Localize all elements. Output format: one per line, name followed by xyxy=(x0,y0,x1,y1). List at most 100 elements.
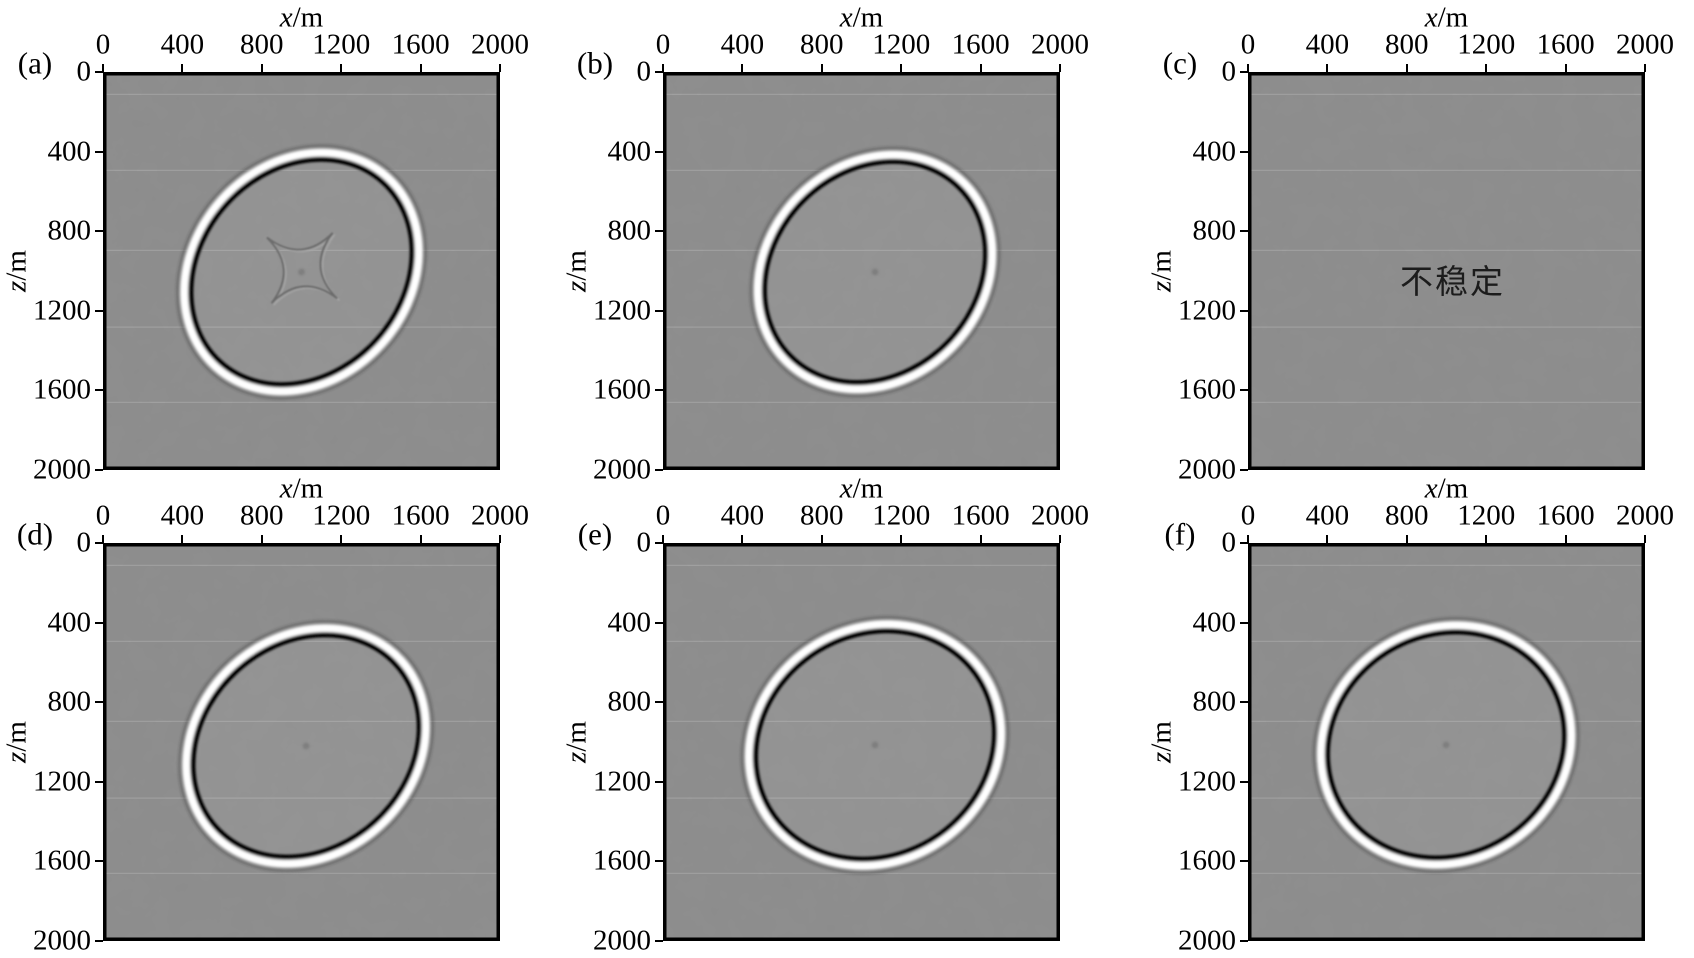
x-tick-mark xyxy=(1564,535,1567,543)
x-tick-mark xyxy=(260,64,263,72)
x-tick-label: 1200 xyxy=(312,499,371,532)
x-tick-label: 800 xyxy=(1385,28,1429,61)
z-tick-mark xyxy=(655,230,663,233)
z-tick-label: 2000 xyxy=(33,924,91,957)
wavefront-outer-halo xyxy=(1312,616,1580,874)
x-tick-label: 400 xyxy=(1305,499,1350,532)
x-tick-label: 400 xyxy=(720,28,765,61)
x-tick-label: 800 xyxy=(1385,499,1429,532)
z-tick-mark xyxy=(95,309,103,312)
x-tick-mark xyxy=(1059,64,1061,72)
x-tick-mark xyxy=(1326,64,1329,72)
z-tick-label: 400 xyxy=(607,135,652,168)
x-tick-label: 1200 xyxy=(872,499,931,532)
z-tick-mark xyxy=(655,780,663,783)
snapshot-plot-f xyxy=(1248,543,1645,941)
z-tick-label: 1200 xyxy=(593,765,651,798)
x-tick-label: 1200 xyxy=(1457,28,1516,61)
x-tick-mark xyxy=(662,535,664,543)
faint-layer-line xyxy=(663,401,1060,403)
z-tick-label: 400 xyxy=(47,135,92,168)
qsv-light-fringe xyxy=(268,234,340,306)
z-tick-label: 1200 xyxy=(33,294,91,327)
background-noise-texture xyxy=(1248,72,1645,470)
wavefront-black-band xyxy=(761,158,989,386)
z-tick-mark xyxy=(655,621,663,624)
z-tick-label: 1200 xyxy=(593,294,651,327)
z-tick-mark xyxy=(95,542,103,544)
qp-wavefront-b xyxy=(749,146,1001,398)
qsv-dark-line xyxy=(266,232,338,304)
z-tick-mark xyxy=(655,389,663,392)
plot-frame xyxy=(103,543,500,941)
x-tick-mark xyxy=(419,64,422,72)
z-tick-mark xyxy=(95,621,103,624)
x-tick-label: 800 xyxy=(240,28,284,61)
x-tick-mark xyxy=(1326,535,1329,543)
z-tick-label: 2000 xyxy=(1178,924,1236,957)
z-tick-mark xyxy=(655,309,663,312)
x-tick-mark xyxy=(900,535,903,543)
z-tick-mark xyxy=(655,940,663,942)
z-tick-label: 2000 xyxy=(33,453,91,486)
z-tick-label: 800 xyxy=(1192,685,1237,718)
faint-layer-line xyxy=(1248,401,1645,403)
z-tick-mark xyxy=(95,389,103,392)
z-tick-mark xyxy=(95,701,103,704)
qp-wavefront-e xyxy=(740,615,1010,875)
z-tick-mark xyxy=(1240,469,1248,471)
z-tick-mark xyxy=(655,860,663,863)
x-tick-mark xyxy=(979,535,982,543)
x-tick-mark xyxy=(979,64,982,72)
z-tick-mark xyxy=(1240,542,1248,544)
faint-layer-line xyxy=(103,872,500,874)
wavefront-black-band xyxy=(752,628,998,862)
x-tick-label: 1600 xyxy=(1536,499,1595,532)
x-tick-label: 0 xyxy=(95,28,111,61)
x-tick-mark xyxy=(1059,535,1061,543)
source-point-residual xyxy=(302,741,311,750)
x-tick-label: 1600 xyxy=(951,499,1010,532)
z-tick-mark xyxy=(95,860,103,863)
wavefront-outer-halo xyxy=(740,615,1010,875)
z-tick-label: 0 xyxy=(76,55,92,88)
faint-layer-line xyxy=(103,93,500,95)
z-tick-label: 2000 xyxy=(593,453,651,486)
z-axis-title-b: z/m xyxy=(560,250,593,292)
panel-label-f: (f) xyxy=(1164,516,1196,552)
z-tick-mark xyxy=(1240,309,1248,312)
plot-frame xyxy=(1248,543,1645,941)
x-tick-label: 400 xyxy=(160,28,205,61)
x-tick-mark xyxy=(820,64,823,72)
z-tick-label: 1200 xyxy=(1178,765,1236,798)
z-tick-mark xyxy=(95,230,103,233)
source-point-residual xyxy=(297,267,306,276)
z-axis-title-c: z/m xyxy=(1145,250,1178,292)
x-tick-mark xyxy=(260,535,263,543)
z-tick-label: 1200 xyxy=(33,765,91,798)
x-tick-label: 0 xyxy=(1240,499,1256,532)
z-tick-label: 800 xyxy=(47,214,92,247)
x-tick-mark xyxy=(1405,64,1408,72)
z-tick-label: 0 xyxy=(636,55,652,88)
z-tick-mark xyxy=(1240,150,1248,153)
z-tick-label: 1200 xyxy=(1178,294,1236,327)
x-axis-title-d: x/m xyxy=(279,472,324,505)
faint-layer-line xyxy=(1248,169,1645,171)
x-tick-mark xyxy=(340,535,343,543)
z-tick-label: 1600 xyxy=(1178,844,1236,877)
x-tick-label: 0 xyxy=(655,28,671,61)
plot-frame xyxy=(663,72,1060,470)
z-tick-mark xyxy=(1240,940,1248,942)
x-tick-mark xyxy=(102,64,104,72)
faint-layer-line xyxy=(1248,326,1645,328)
x-tick-label: 1600 xyxy=(391,499,450,532)
z-tick-label: 400 xyxy=(607,606,652,639)
x-tick-label: 800 xyxy=(800,28,844,61)
z-tick-mark xyxy=(95,780,103,783)
qp-wavefront-f xyxy=(1312,616,1580,874)
x-tick-label: 0 xyxy=(95,499,111,532)
x-tick-mark xyxy=(499,535,501,543)
x-tick-label: 400 xyxy=(160,499,205,532)
z-tick-mark xyxy=(1240,860,1248,863)
